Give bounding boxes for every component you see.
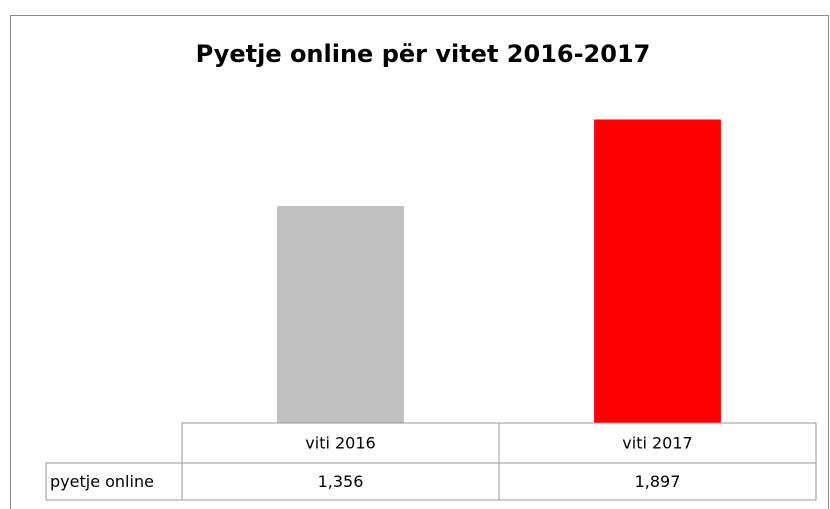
data-label: 1,897 [635, 472, 681, 491]
table-cell [498, 462, 817, 501]
series-label: pyetje online [50, 472, 154, 491]
data-label: 1,356 [318, 472, 364, 491]
bar [594, 119, 721, 423]
bar [277, 206, 404, 423]
category-label: viti 2017 [622, 434, 692, 453]
chart-title: Pyetje online për vitet 2016-2017 [196, 40, 651, 68]
category-label: viti 2016 [305, 434, 375, 453]
table-cell [45, 462, 183, 501]
